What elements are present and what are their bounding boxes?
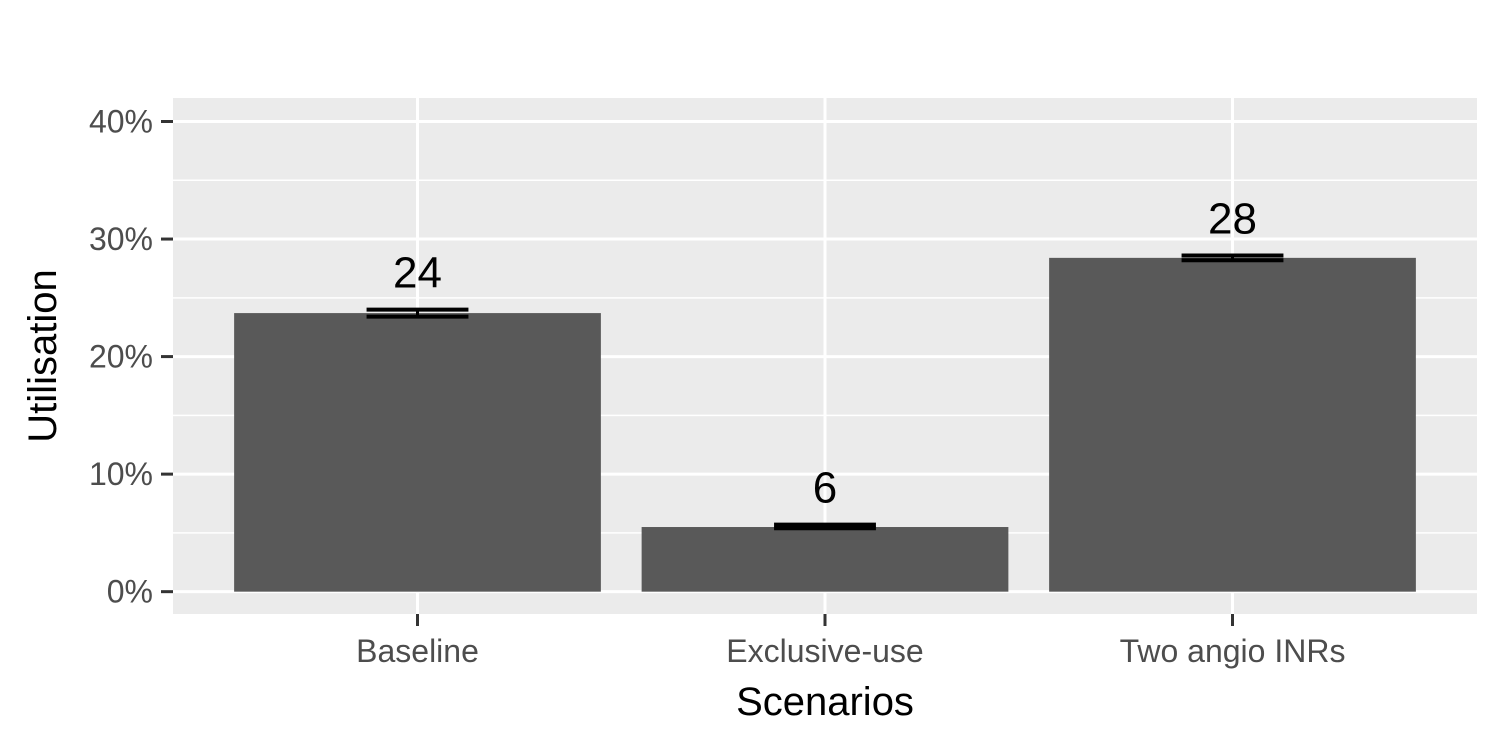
x-axis-title: Scenarios [736, 680, 914, 724]
y-tick-label: 0% [107, 574, 153, 610]
bars [234, 257, 1416, 592]
data-label: 24 [393, 249, 442, 298]
y-tick-label: 30% [89, 221, 153, 257]
data-label: 28 [1208, 195, 1257, 244]
y-tick-label: 40% [89, 104, 153, 140]
data-labels: 24 6 28 [393, 195, 1257, 513]
x-tick-label: Exclusive-use [726, 633, 923, 669]
x-tick-label: Two angio INRs [1120, 633, 1346, 669]
error-bars [366, 253, 1284, 531]
bar-exclusive-use [641, 527, 1009, 592]
y-tick-label: 10% [89, 456, 153, 492]
y-axis-title: Utilisation [21, 269, 65, 442]
bar-two-angio-inrs [1049, 257, 1416, 592]
bar-baseline [234, 313, 601, 592]
x-tick-label: Baseline [356, 633, 479, 669]
data-label: 6 [813, 464, 837, 513]
axes: 0% 10% 20% 30% 40% Baseline Exclusive-use Two a… [89, 104, 1345, 669]
y-tick-label: 20% [89, 339, 153, 375]
